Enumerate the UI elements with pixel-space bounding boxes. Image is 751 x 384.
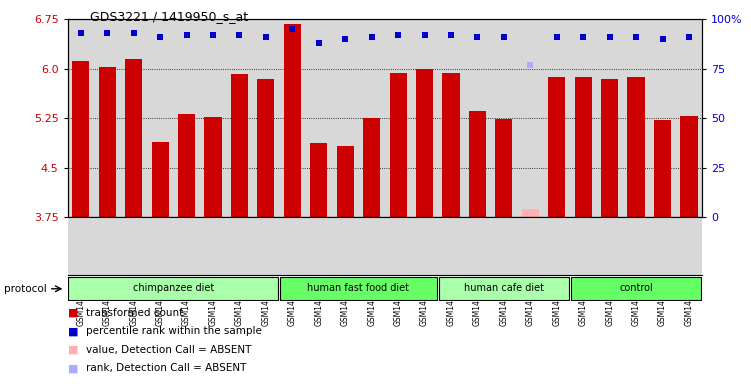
Text: human cafe diet: human cafe diet — [464, 283, 544, 293]
Bar — [495, 119, 512, 217]
Text: ■: ■ — [68, 308, 78, 318]
Text: ■: ■ — [68, 345, 78, 355]
Bar — [178, 114, 195, 217]
Bar — [284, 24, 301, 217]
Bar — [601, 79, 618, 217]
FancyBboxPatch shape — [280, 276, 437, 300]
Bar — [522, 209, 539, 217]
Bar — [72, 61, 89, 217]
Text: transformed count: transformed count — [86, 308, 183, 318]
Bar — [310, 143, 327, 217]
Bar — [416, 69, 433, 217]
Bar — [654, 120, 671, 217]
FancyBboxPatch shape — [68, 276, 279, 300]
Bar — [469, 111, 486, 217]
Text: percentile rank within the sample: percentile rank within the sample — [86, 326, 262, 336]
Text: ■: ■ — [68, 326, 78, 336]
Text: GDS3221 / 1419950_s_at: GDS3221 / 1419950_s_at — [90, 10, 249, 23]
Bar — [548, 77, 566, 217]
Text: rank, Detection Call = ABSENT: rank, Detection Call = ABSENT — [86, 363, 247, 373]
Bar — [390, 73, 407, 217]
FancyBboxPatch shape — [571, 276, 701, 300]
Bar — [680, 116, 698, 217]
Bar — [98, 67, 116, 217]
Bar — [442, 73, 460, 217]
Text: protocol: protocol — [4, 284, 47, 294]
Bar — [258, 79, 275, 217]
Bar — [125, 59, 142, 217]
Text: human fast food diet: human fast food diet — [307, 283, 409, 293]
Bar — [363, 118, 380, 217]
Text: ■: ■ — [68, 363, 78, 373]
Text: control: control — [620, 283, 653, 293]
Bar — [152, 142, 169, 217]
Bar — [204, 117, 222, 217]
Bar — [336, 146, 354, 217]
Text: chimpanzee diet: chimpanzee diet — [133, 283, 214, 293]
Text: value, Detection Call = ABSENT: value, Detection Call = ABSENT — [86, 345, 252, 355]
Bar — [231, 74, 248, 217]
Bar — [575, 76, 592, 217]
Bar — [628, 76, 644, 217]
FancyBboxPatch shape — [439, 276, 569, 300]
